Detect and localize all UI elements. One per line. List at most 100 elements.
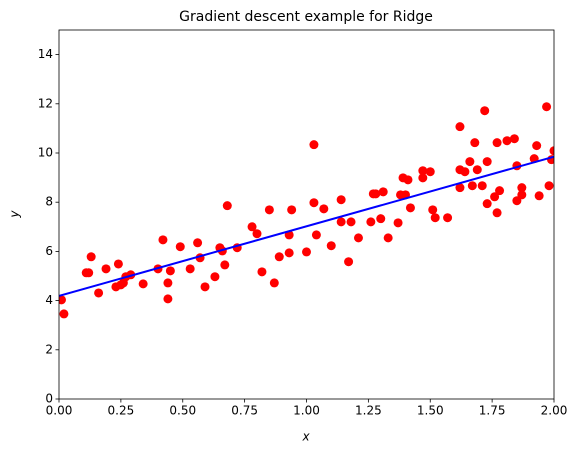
scatter-point <box>274 252 284 262</box>
scatter-point <box>477 181 487 191</box>
scatter-point <box>492 138 502 148</box>
scatter-point <box>319 204 329 214</box>
scatter-point <box>163 278 173 288</box>
y-axis-label: y <box>8 210 22 219</box>
scatter-point <box>495 186 505 196</box>
scatter-point <box>353 233 363 243</box>
scatter-point <box>460 167 470 177</box>
scatter-point <box>455 122 465 132</box>
y-tick-label: 8 <box>45 195 53 209</box>
axes-frame <box>58 29 555 400</box>
scatter-point <box>393 218 403 228</box>
x-tick-label: 0.50 <box>169 404 196 418</box>
x-tick-label: 0.25 <box>108 404 135 418</box>
x-tick-label: 1.75 <box>479 404 506 418</box>
scatter-point <box>222 201 232 211</box>
y-tick-label: 2 <box>45 342 53 356</box>
scatter-point <box>532 141 542 151</box>
x-tick-label: 0.00 <box>46 404 73 418</box>
scatter-point <box>269 278 279 288</box>
scatter-point <box>383 233 393 243</box>
scatter-point <box>257 267 267 277</box>
scatter-point <box>264 205 274 215</box>
scatter-point <box>326 241 336 251</box>
scatter-point <box>482 157 492 167</box>
scatter-point <box>247 222 257 232</box>
scatter-point <box>175 242 185 252</box>
scatter-point <box>163 294 173 304</box>
scatter-point <box>86 252 96 262</box>
scatter-point <box>443 213 453 223</box>
scatter-point <box>59 309 69 319</box>
scatter-point <box>376 214 386 224</box>
scatter-point <box>465 157 475 167</box>
scatter-point <box>193 238 203 248</box>
scatter-point <box>472 165 482 175</box>
y-tick-label: 14 <box>38 47 53 61</box>
scatter-point <box>517 190 527 200</box>
scatter-point <box>430 213 440 223</box>
y-tick-label: 4 <box>45 293 53 307</box>
x-tick-label: 1.50 <box>417 404 444 418</box>
fit-line <box>59 155 554 297</box>
scatter-point <box>309 198 319 208</box>
scatter-point <box>467 181 477 191</box>
scatter-point <box>534 191 544 201</box>
scatter-point <box>158 235 168 245</box>
scatter-point <box>509 134 519 144</box>
scatter-point <box>418 173 428 183</box>
y-tick-label: 0 <box>45 392 53 406</box>
y-tick-label: 12 <box>38 96 53 110</box>
scatter-point <box>371 189 381 199</box>
scatter-point <box>482 199 492 209</box>
scatter-point <box>418 166 428 176</box>
scatter-point <box>210 272 220 282</box>
scatter-point <box>336 217 346 227</box>
plot-area <box>59 102 554 319</box>
scatter-point <box>425 167 435 177</box>
x-tick-label: 1.25 <box>355 404 382 418</box>
scatter-point <box>284 248 294 258</box>
scatter-point <box>366 217 376 227</box>
scatter-point <box>403 175 413 185</box>
x-tick-label: 2.00 <box>541 404 568 418</box>
scatter-point <box>113 259 123 269</box>
scatter-point <box>344 257 354 267</box>
scatter-point <box>101 264 111 274</box>
scatter-point <box>512 196 522 206</box>
scatter-point <box>220 260 230 270</box>
scatter-point <box>502 136 512 146</box>
scatter-point <box>405 203 415 213</box>
y-tick-label: 6 <box>45 244 53 258</box>
scatter-point <box>346 217 356 227</box>
scatter-point <box>336 195 346 205</box>
scatter-point <box>287 205 297 215</box>
y-tick-label: 10 <box>38 146 53 160</box>
scatter-point <box>542 102 552 112</box>
scatter-point <box>84 268 94 278</box>
scatter-point <box>311 230 321 240</box>
x-axis-label: x <box>301 430 310 444</box>
scatter-point <box>185 264 195 274</box>
scatter-point <box>309 140 319 150</box>
scatter-point <box>59 295 66 305</box>
x-tick-label: 1.00 <box>293 404 320 418</box>
scatter-point <box>455 183 465 193</box>
scatter-point <box>252 229 262 239</box>
scatter-point <box>302 247 311 257</box>
scatter-point <box>480 106 490 116</box>
scatter-point <box>378 187 388 197</box>
scatter-point <box>165 266 175 276</box>
scatter-point <box>490 192 500 202</box>
x-tick-label: 0.75 <box>231 404 258 418</box>
scatter-point <box>549 146 554 156</box>
scatter-point <box>544 181 554 191</box>
chart-title: Gradient descent example for Ridge <box>179 9 433 25</box>
scatter-point <box>200 282 210 292</box>
scatter-point <box>517 183 527 193</box>
scatter-point <box>492 208 502 218</box>
scatter-point <box>138 279 148 289</box>
scatter-point <box>94 288 104 298</box>
scatter-point <box>470 138 480 148</box>
